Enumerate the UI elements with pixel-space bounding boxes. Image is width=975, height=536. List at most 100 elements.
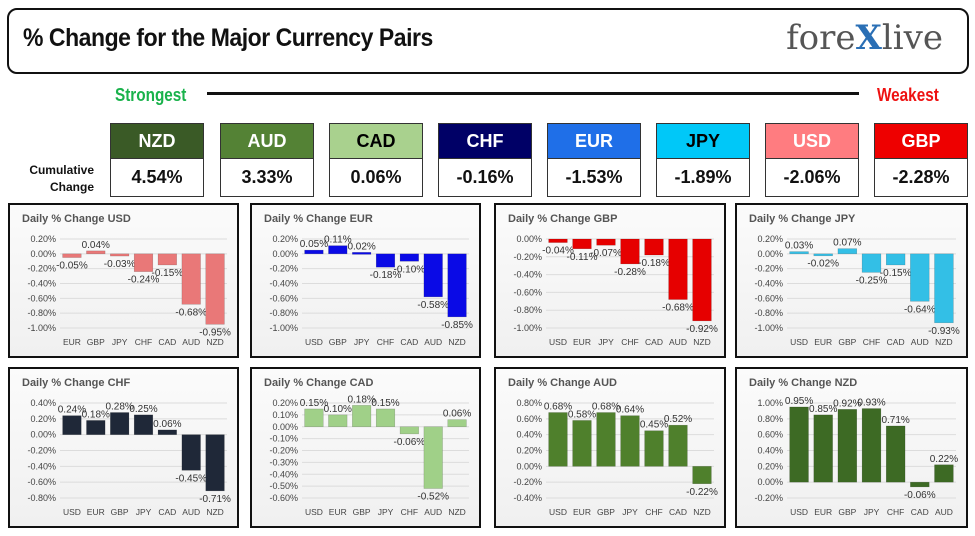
y-tick-label: -1.00% — [27, 323, 56, 333]
y-tick-label: 0.20% — [757, 234, 783, 244]
bar-chf — [885, 425, 906, 483]
bar-jpy — [352, 252, 372, 255]
data-label: -0.04% — [542, 246, 574, 257]
y-tick-label: -0.40% — [269, 469, 298, 479]
x-tick-label: CAD — [669, 507, 687, 517]
bar-chart: Daily % Change GBP -1.00% -0.80% -0.60% -0.4… — [508, 213, 718, 347]
data-label: -0.11% — [567, 252, 598, 263]
data-label: 0.25% — [129, 404, 157, 415]
y-tick-label: -0.80% — [269, 308, 298, 318]
chart-panel-0: Daily % Change USD -1.00% -0.80% -0.60% -0.4… — [8, 203, 239, 358]
bar-gbp — [596, 412, 616, 467]
bar-jpy — [375, 408, 396, 427]
bar-usd — [789, 251, 809, 255]
bar-nzd — [447, 419, 467, 427]
currency-code: EUR — [548, 124, 640, 159]
currency-code: NZD — [111, 124, 203, 159]
x-tick-label: USD — [305, 337, 323, 347]
bar-chf — [620, 238, 640, 265]
currency-box-usd: USD -2.06% — [765, 123, 859, 197]
x-tick-label: USD — [549, 507, 567, 517]
y-tick-label: -0.20% — [513, 252, 542, 262]
bar-eur — [572, 238, 592, 250]
y-tick-label: -0.20% — [269, 264, 298, 274]
x-tick-label: NZD — [448, 337, 465, 347]
bar-usd — [548, 238, 568, 243]
y-tick-label: 0.20% — [516, 446, 542, 456]
x-tick-label: CHF — [645, 507, 662, 517]
y-tick-label: -0.40% — [27, 279, 56, 289]
x-tick-label: JPY — [112, 337, 128, 347]
data-label: -0.24% — [128, 275, 160, 286]
y-tick-label: 0.00% — [30, 430, 56, 440]
chart-title: Daily % Change GBP — [508, 213, 617, 225]
y-tick-label: -0.30% — [269, 457, 298, 467]
y-tick-label: 0.40% — [30, 398, 56, 408]
data-label: -0.07% — [590, 248, 622, 259]
x-tick-label: AUD — [911, 337, 929, 347]
weakest-label: Weakest — [877, 85, 939, 105]
chart-title: Daily % Change CHF — [22, 377, 130, 389]
y-tick-label: -0.40% — [269, 279, 298, 289]
y-tick-label: -0.20% — [27, 264, 56, 274]
cumulative-change-value: -2.28% — [875, 159, 967, 196]
x-tick-label: CAD — [158, 337, 176, 347]
y-tick-label: -0.40% — [754, 279, 783, 289]
y-tick-label: 0.40% — [516, 430, 542, 440]
x-tick-label: JPY — [136, 507, 152, 517]
x-tick-label: GBP — [111, 507, 129, 517]
chart-panel-7: Daily % Change NZD -0.20% 0.00% 0.20% 0.40% 0… — [735, 367, 968, 528]
bar-chart: Daily % Change NZD -0.20% 0.00% 0.20% 0.40% 0… — [749, 377, 958, 517]
data-label: -0.15% — [880, 268, 912, 279]
y-tick-label: 0.00% — [272, 249, 298, 259]
data-label: 0.71% — [881, 415, 909, 426]
bar-eur — [572, 420, 592, 467]
bar-usd — [304, 408, 324, 427]
currency-box-jpy: JPY -1.89% — [656, 123, 750, 197]
bar-gbp — [837, 248, 858, 255]
x-tick-label: EUR — [573, 507, 591, 517]
data-label: -0.28% — [614, 267, 646, 278]
currency-code: GBP — [875, 124, 967, 159]
x-tick-label: JPY — [354, 337, 370, 347]
y-tick-label: 0.00% — [516, 234, 542, 244]
y-tick-label: -0.80% — [513, 305, 542, 315]
bar-cad — [668, 424, 688, 467]
y-tick-label: 0.80% — [516, 398, 542, 408]
bar-jpy — [596, 238, 616, 246]
bar-aud — [423, 253, 443, 298]
y-tick-label: -0.50% — [269, 481, 298, 491]
chart-panel-3: Daily % Change JPY -1.00% -0.80% -0.60% -0.4… — [735, 203, 968, 358]
bar-aud — [668, 238, 688, 300]
cumulative-change-value: 4.54% — [111, 159, 203, 196]
chart-title: Daily % Change JPY — [749, 213, 856, 225]
y-tick-label: 0.00% — [757, 477, 783, 487]
data-label: -0.02% — [807, 258, 839, 269]
y-tick-label: -0.60% — [754, 293, 783, 303]
x-tick-label: AUD — [935, 507, 953, 517]
chart-title: Daily % Change AUD — [508, 377, 617, 389]
bar-chart: Daily % Change JPY -1.00% -0.80% -0.60% -0.4… — [749, 213, 960, 347]
bar-cad — [157, 253, 177, 266]
data-label: 0.10% — [324, 404, 352, 415]
bar-gbp — [837, 409, 858, 483]
cumulative-change-value: 3.33% — [221, 159, 313, 196]
x-tick-label: CAD — [911, 507, 929, 517]
data-label: -0.18% — [638, 258, 670, 269]
bar-jpy — [861, 408, 882, 483]
y-tick-label: 0.00% — [272, 422, 298, 432]
strongest-label: Strongest — [115, 85, 187, 105]
chart-panel-6: Daily % Change AUD -0.40% -0.20% 0.00% 0.20%… — [494, 367, 726, 528]
chart-title: Daily % Change NZD — [749, 377, 857, 389]
y-tick-label: 0.80% — [757, 414, 783, 424]
y-tick-label: -0.40% — [27, 461, 56, 471]
x-tick-label: EUR — [63, 337, 81, 347]
bar-chf — [861, 253, 882, 273]
bar-nzd — [934, 253, 954, 324]
data-label: 0.02% — [347, 241, 375, 252]
chart-panel-2: Daily % Change GBP -1.00% -0.80% -0.60% -0.4… — [494, 203, 726, 358]
x-tick-label: CHF — [863, 337, 880, 347]
y-tick-label: -0.80% — [27, 308, 56, 318]
bar-aud — [423, 426, 443, 489]
currency-box-nzd: NZD 4.54% — [110, 123, 204, 197]
